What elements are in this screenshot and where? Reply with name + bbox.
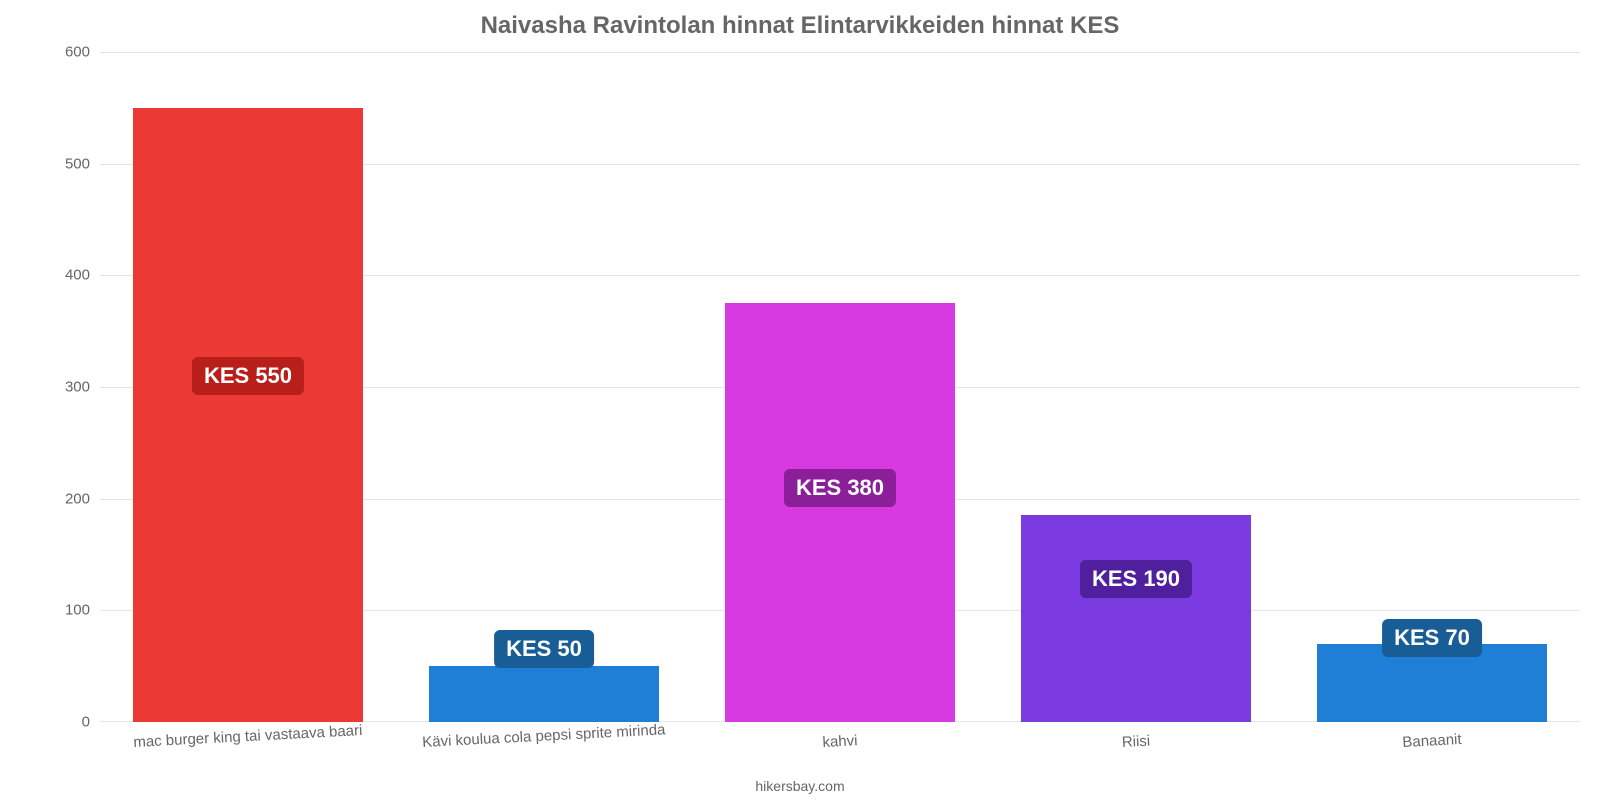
x-tick-label: Banaanit [1402,731,1462,751]
value-badge: KES 70 [1382,619,1482,657]
bar [133,108,364,722]
gridline [100,52,1580,53]
y-tick-label: 200 [65,490,100,507]
y-tick-label: 100 [65,602,100,619]
y-tick-label: 0 [82,714,100,731]
x-tick-label: Riisi [1121,733,1150,751]
x-tick-label: Kävi koulua cola pepsi sprite mirinda [422,721,666,751]
bar [429,666,660,722]
value-badge: KES 550 [192,357,304,395]
x-tick-label: kahvi [822,732,858,751]
y-tick-label: 300 [65,379,100,396]
bar [1021,515,1252,722]
y-tick-label: 600 [65,44,100,61]
y-tick-label: 500 [65,155,100,172]
chart-credit: hikersbay.com [0,778,1600,794]
value-badge: KES 50 [494,630,594,668]
x-tick-label: mac burger king tai vastaava baari [133,722,363,751]
bar [725,303,956,722]
y-tick-label: 400 [65,267,100,284]
value-badge: KES 190 [1080,560,1192,598]
plot-area: 0100200300400500600KES 550mac burger kin… [100,52,1580,722]
value-badge: KES 380 [784,469,896,507]
chart-title: Naivasha Ravintolan hinnat Elintarvikkei… [0,12,1600,40]
